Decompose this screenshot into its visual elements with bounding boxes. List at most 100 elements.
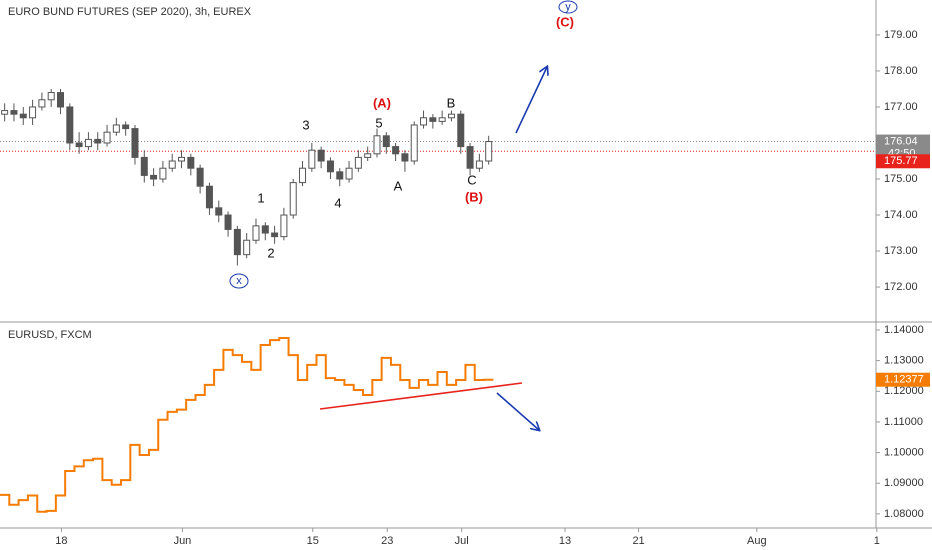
chart-title: EURUSD, FXCM: [8, 329, 92, 341]
candle-body: [150, 174, 158, 180]
candle-body: [94, 138, 102, 144]
candle-body: [57, 92, 65, 108]
x-tick-label: Aug: [747, 535, 767, 547]
candle-body: [112, 124, 120, 133]
x-tick-label: Jul: [455, 535, 469, 547]
candle-body: [196, 167, 204, 187]
annotations: y (C) (A) 5 B 3 1 2 4 A C (B) x: [229, 0, 578, 430]
x-tick-label: 21: [632, 535, 644, 547]
arrow: [515, 67, 547, 134]
y-tick-label: 1.10000: [884, 446, 924, 458]
candle-body: [410, 124, 418, 162]
candle-body: [401, 153, 409, 162]
candle-body: [19, 113, 27, 119]
y-tick-label: 1.09000: [884, 477, 924, 489]
candle-body: [66, 106, 74, 144]
wave-label: (A): [373, 95, 391, 110]
x-tick-label: 23: [381, 535, 393, 547]
candle-body: [215, 207, 223, 216]
y-tick-label: 1.12000: [884, 385, 924, 397]
candle-body: [382, 135, 390, 148]
candle-body: [271, 232, 279, 238]
candle-body: [326, 160, 334, 173]
candle-body: [159, 167, 167, 180]
y-tick-label: 174.00: [884, 209, 918, 221]
candle-body: [261, 225, 269, 234]
last-price-label-box: [876, 134, 930, 149]
y-tick-label: 172.00: [884, 281, 918, 293]
candle-body: [75, 142, 83, 148]
y-tick-label: 1.08000: [884, 508, 924, 520]
y-tick-label: 178.00: [884, 65, 918, 77]
candle-body: [280, 214, 288, 238]
candle-body: [336, 171, 344, 180]
candle-body: [299, 167, 307, 184]
candle-body: [47, 92, 55, 101]
wave-label: 1: [257, 190, 264, 205]
candle-body: [187, 156, 195, 169]
wave-circle: [558, 0, 578, 14]
candle-body: [317, 149, 325, 162]
candle-body: [420, 117, 428, 126]
wave-label: A: [394, 178, 403, 193]
candle-body: [168, 160, 176, 169]
y-tick-label: 1.11000: [884, 416, 923, 428]
candle-body: [243, 239, 251, 256]
y-tick-label: 1.14000: [884, 324, 924, 336]
candle-body: [438, 117, 446, 122]
y-tick-label: 179.00: [884, 29, 918, 41]
candle-body: [38, 99, 46, 108]
wave-circle: [229, 273, 249, 289]
wave-label: 5: [375, 115, 382, 130]
candle-body: [140, 156, 148, 176]
y-tick-label: 177.00: [884, 101, 918, 113]
candle-body: [466, 146, 474, 169]
candle-body: [485, 141, 493, 162]
candle-body: [178, 156, 186, 162]
y-tick-label: 173.00: [884, 245, 918, 257]
marker-price-label: 175.77: [884, 155, 918, 167]
last-price-label: 1.12377: [884, 374, 924, 386]
candle-body: [29, 106, 37, 119]
x-tick-label: 1: [874, 535, 880, 547]
candle-body: [447, 113, 455, 119]
candle-body: [354, 156, 362, 169]
candle-body: [131, 128, 139, 158]
wave-label: 4: [334, 195, 341, 210]
x-tick-label: 13: [559, 535, 571, 547]
last-price-label-box: [876, 372, 930, 387]
candle-body: [429, 117, 437, 122]
chart-title: EURO BUND FUTURES (SEP 2020), 3h, EUREX: [8, 6, 252, 18]
candle-body: [1, 110, 9, 115]
wave-label: 3: [302, 117, 309, 132]
candle-body: [10, 110, 18, 115]
candle-body: [103, 131, 111, 144]
wave-label: (B): [465, 189, 483, 204]
candle-body: [475, 160, 483, 169]
last-price-label: 176.04: [884, 135, 918, 147]
candle-body: [457, 113, 465, 148]
candle-body: [84, 138, 92, 148]
x-tick-label: 15: [307, 535, 319, 547]
arrow: [496, 392, 539, 430]
wave-label: x: [236, 275, 242, 287]
candle-body: [308, 149, 316, 169]
wave-label: (C): [556, 14, 574, 29]
candle-body: [122, 124, 130, 130]
marker-price-label-box: [876, 154, 930, 169]
wave-label: 2: [267, 245, 274, 260]
wave-label: y: [565, 1, 571, 13]
wave-label: B: [447, 95, 456, 110]
candle-body: [345, 167, 353, 180]
x-tick-label: Jun: [174, 535, 192, 547]
candle-body: [373, 135, 381, 155]
price-line: [0, 336, 494, 513]
candle-body: [233, 228, 241, 256]
y-tick-label: 175.00: [884, 173, 918, 185]
candle-body: [364, 153, 372, 158]
x-tick-label: 18: [55, 535, 67, 547]
y-tick-label: 1.13000: [884, 355, 924, 367]
candle-body: [205, 185, 213, 209]
